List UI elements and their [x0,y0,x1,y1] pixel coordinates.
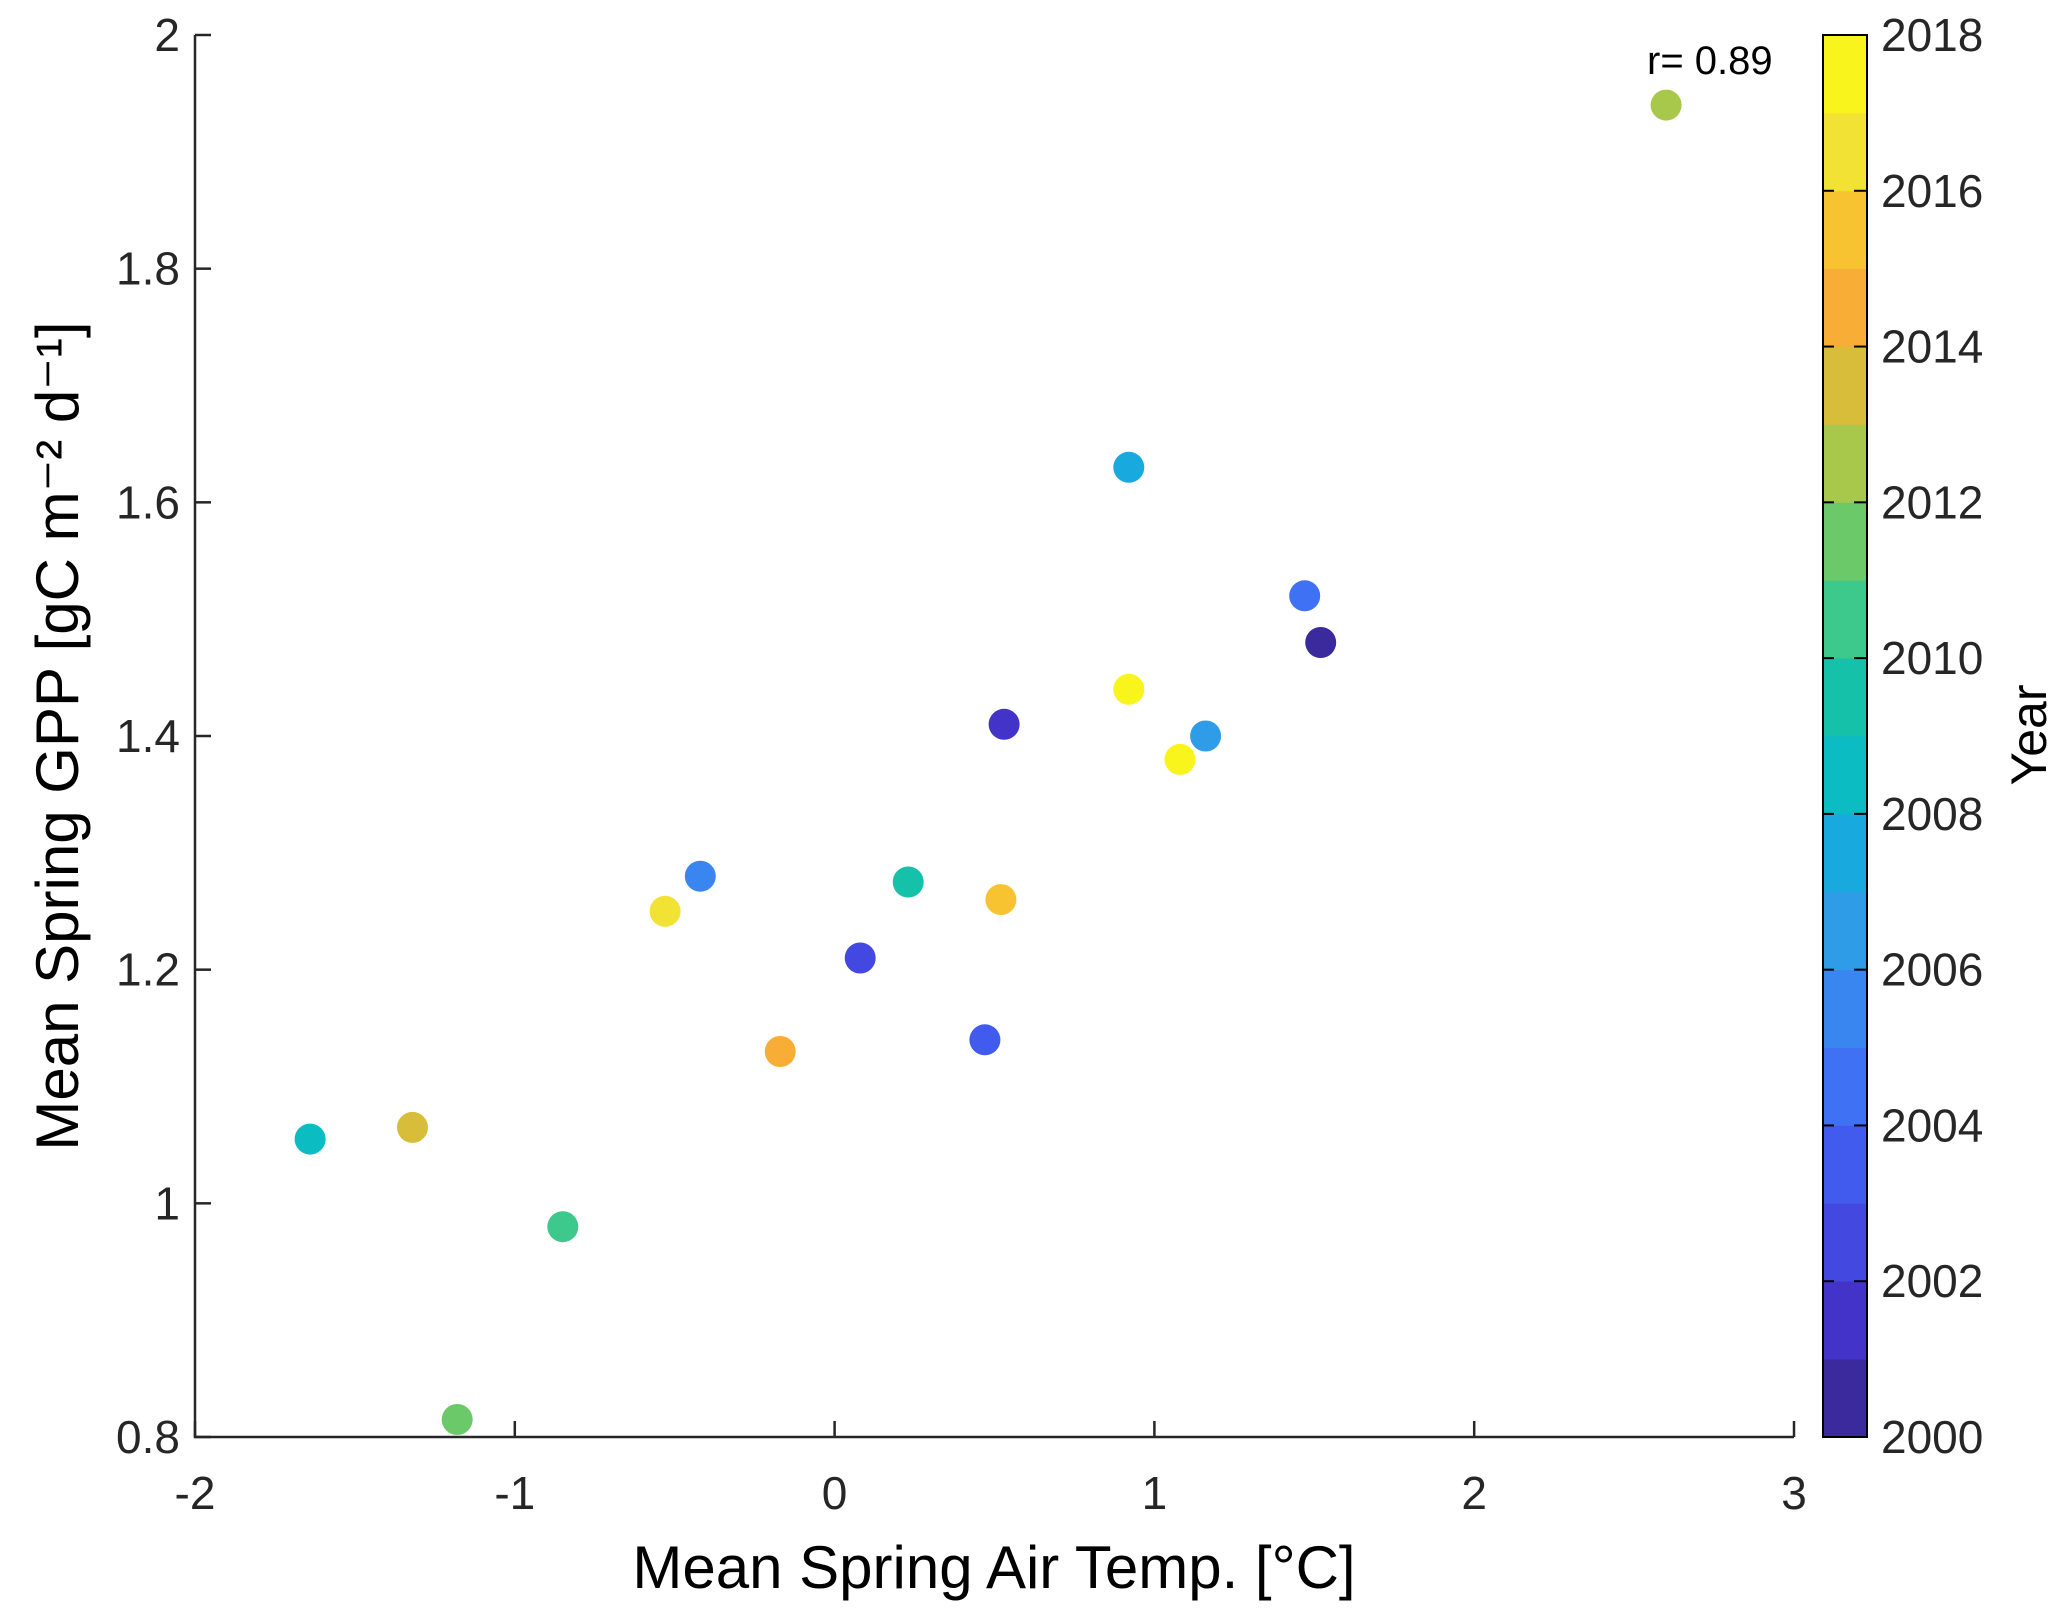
x-tick-label: 1 [1142,1467,1168,1519]
colorbar-tick-label: 2002 [1881,1255,1983,1307]
colorbar-block [1823,35,1867,114]
colorbar-block [1823,268,1867,347]
colorbar-block [1823,190,1867,270]
y-tick-label: 1.2 [116,944,180,996]
scatter-point [1190,720,1222,752]
x-tick-label: 0 [822,1467,848,1519]
colorbar-block [1823,1281,1867,1360]
correlation-annotation: r= 0.89 [1647,39,1773,83]
y-axis-label: Mean Spring GPP [gC m⁻² d⁻¹] [24,321,91,1150]
colorbar-title: Year [2001,684,2057,785]
scatter-point [441,1404,473,1435]
colorbar-block [1823,1125,1867,1204]
colorbar-block [1823,969,1867,1048]
scatter-point [1305,627,1337,658]
colorbar-tick-label: 2000 [1881,1411,1983,1463]
colorbar-block [1823,112,1867,192]
scatter-point [649,895,681,927]
scatter-point [988,708,1020,740]
x-tick-label: -1 [494,1467,535,1519]
colorbar-outline [1822,34,1868,1438]
scatter-point [844,942,876,974]
y-tick-label: 1.8 [116,243,180,295]
colorbar-block [1823,813,1867,893]
y-tick-label: 1.6 [116,476,180,528]
colorbar-block [1823,1203,1867,1282]
colorbar-tick-label: 2010 [1881,632,1983,684]
colorbar-block [1823,736,1867,815]
scatter-point [547,1211,579,1243]
colorbar-tick-label: 2006 [1881,944,1983,996]
colorbar-tick-label: 2012 [1881,476,1983,528]
y-tick-label: 1 [154,1177,180,1229]
scatter-point [764,1036,796,1067]
colorbar-group: 2000 2002 2004 2006 2008 2010 2012 2014 2016 2018 [1822,9,1983,1463]
x-tick-label: 2 [1461,1467,1487,1519]
colorbar-tick-label: 2004 [1881,1099,1983,1151]
colorbar-block [1823,580,1867,659]
scatter-points-group [294,89,1682,1435]
colorbar-tick-label: 2016 [1881,165,1983,217]
scatter-point [1289,580,1321,612]
scatter-point [892,866,924,898]
x-axis-label: Mean Spring Air Temp. [°C] [632,1534,1355,1601]
scatter-point [294,1123,326,1155]
colorbar-block [1823,1047,1867,1126]
colorbar-block [1823,424,1867,503]
scatter-point [397,1111,428,1143]
colorbar-block [1823,891,1867,971]
y-tick-label: 1.4 [116,710,180,762]
x-tick-label: -2 [175,1467,216,1519]
colorbar-block [1823,502,1867,581]
colorbar-tick-label: 2014 [1881,321,1983,373]
scatter-point [1113,673,1145,705]
scatter-point [985,884,1017,916]
colorbar-block [1823,658,1867,737]
x-tick-label: 3 [1781,1467,1807,1519]
y-tick-label: 0.8 [116,1411,180,1463]
colorbar-block [1823,346,1867,425]
colorbar-tick-label: 2008 [1881,788,1983,840]
y-tick-label: 2 [154,9,180,61]
scatter-point [969,1024,1001,1056]
scatter-point [1164,743,1196,775]
colorbar-tick-label: 2018 [1881,9,1983,61]
scatter-point [1650,89,1682,121]
colorbar-block [1823,1359,1867,1438]
scatter-point [684,860,716,892]
axes-group: -2 -1 0 1 2 3 0.8 1 1.2 1.4 1.6 1.8 2 [116,9,1807,1519]
scatter-point [1113,451,1145,483]
